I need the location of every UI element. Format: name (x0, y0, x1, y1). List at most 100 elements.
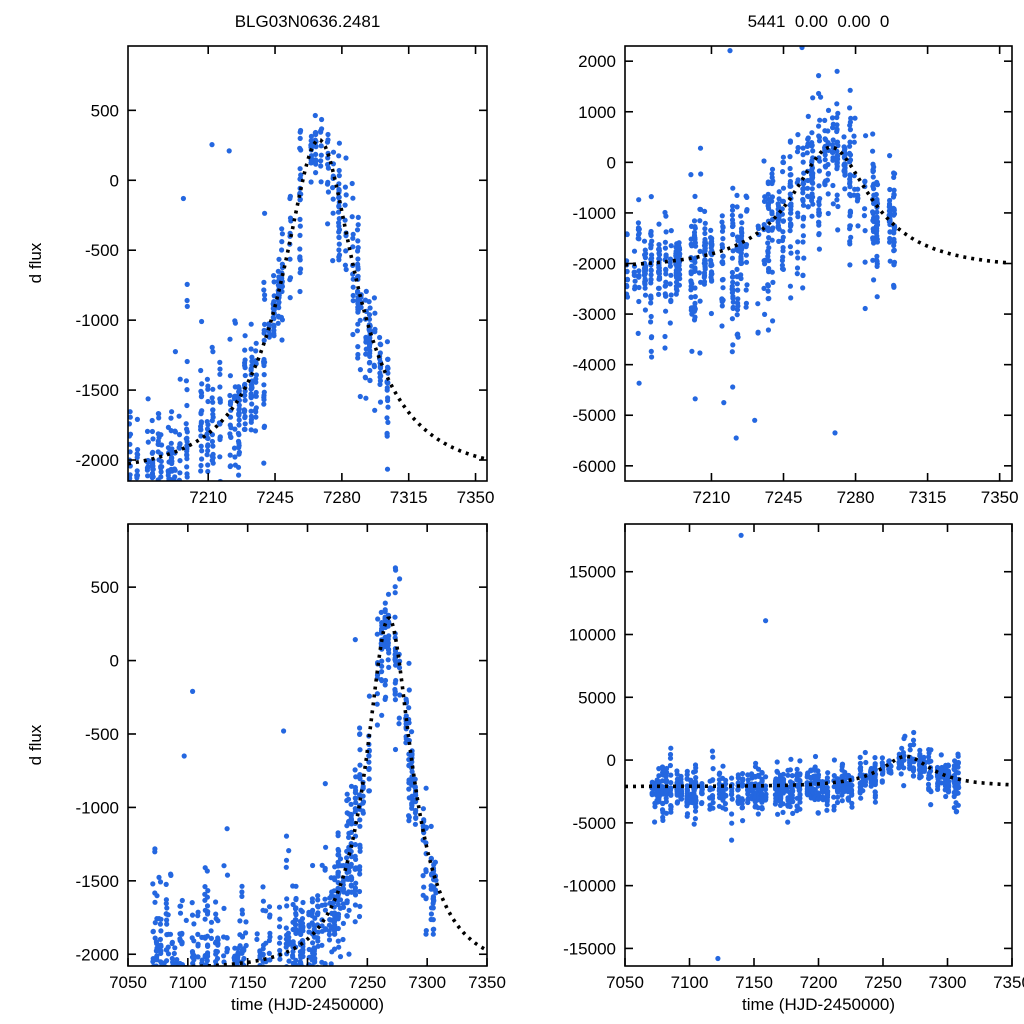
data-point (300, 899, 306, 906)
data-point (287, 195, 293, 202)
data-point (261, 389, 267, 395)
data-point (928, 747, 934, 753)
data-point (834, 126, 840, 133)
data-point (241, 955, 247, 962)
data-point (787, 165, 793, 172)
data-point (145, 439, 151, 445)
data-point (801, 181, 807, 187)
data-point (689, 348, 695, 354)
data-point (765, 327, 772, 333)
data-point (363, 288, 369, 294)
data-point (156, 495, 161, 500)
data-point (891, 239, 897, 245)
data-point (377, 350, 383, 356)
data-point (955, 759, 962, 766)
data-point (360, 800, 366, 806)
data-point (144, 465, 150, 471)
data-point (729, 207, 736, 213)
data-point (735, 303, 741, 309)
data-point (372, 329, 378, 335)
data-point (662, 283, 668, 289)
data-point (215, 970, 220, 975)
data-point (780, 245, 786, 251)
data-point (699, 791, 705, 797)
data-point (874, 179, 880, 185)
data-point (739, 244, 745, 250)
data-point (642, 281, 648, 287)
data-point (384, 387, 390, 393)
data-point (839, 798, 845, 804)
data-point (709, 777, 716, 783)
data-point (397, 576, 403, 582)
data-point (855, 186, 861, 192)
x-axis-label-bottom-left: time (HJD-2450000) (230, 995, 385, 1014)
data-point (150, 517, 155, 522)
data-point (809, 175, 815, 181)
data-point (217, 397, 223, 403)
data-point (776, 189, 782, 195)
data-point (887, 197, 893, 204)
data-point (181, 753, 187, 759)
data-point (759, 769, 765, 776)
data-point (367, 367, 373, 374)
data-point (392, 746, 399, 753)
data-point (169, 496, 174, 501)
data-point (800, 159, 806, 165)
data-point (236, 417, 242, 423)
data-point (277, 935, 283, 941)
data-point (874, 209, 880, 215)
data-point (176, 432, 183, 438)
data-point (382, 677, 389, 684)
data-point (383, 694, 389, 700)
y-tick-label: -1000 (573, 204, 616, 223)
data-point (127, 502, 132, 507)
data-point (217, 565, 222, 570)
data-point (778, 794, 784, 800)
data-point (336, 216, 342, 222)
data-point (662, 333, 668, 340)
data-point (862, 206, 868, 212)
data-point (668, 243, 674, 249)
data-point (755, 766, 762, 772)
data-point (794, 271, 800, 277)
data-point (209, 967, 214, 972)
data-point (345, 796, 352, 802)
x-tick-label: 7050 (109, 973, 147, 992)
data-point (403, 713, 409, 719)
data-point (335, 209, 342, 215)
data-point (276, 299, 282, 305)
data-point (271, 273, 277, 279)
data-point (158, 968, 163, 973)
data-point (734, 281, 740, 287)
data-point (204, 431, 210, 437)
data-point (312, 130, 318, 136)
data-point (249, 401, 255, 407)
data-point (874, 258, 880, 264)
data-point (780, 777, 786, 784)
data-point (770, 279, 776, 285)
data-point (729, 775, 735, 781)
data-point (215, 935, 221, 941)
data-point (780, 185, 787, 191)
data-point (779, 206, 785, 212)
data-point (787, 216, 793, 222)
data-point (886, 758, 892, 764)
data-point (648, 277, 654, 283)
data-point (663, 789, 669, 795)
data-point (134, 487, 139, 492)
data-point (656, 264, 662, 270)
data-point (396, 715, 402, 721)
data-point (343, 192, 349, 198)
data-point (312, 967, 317, 972)
data-point (809, 213, 815, 219)
data-point (128, 414, 133, 420)
data-point (276, 305, 282, 311)
data-point (156, 485, 161, 490)
data-point (172, 482, 177, 487)
data-point (730, 295, 736, 301)
data-point (667, 281, 673, 287)
data-point (202, 916, 208, 922)
data-point (152, 973, 157, 978)
data-point (319, 942, 325, 948)
